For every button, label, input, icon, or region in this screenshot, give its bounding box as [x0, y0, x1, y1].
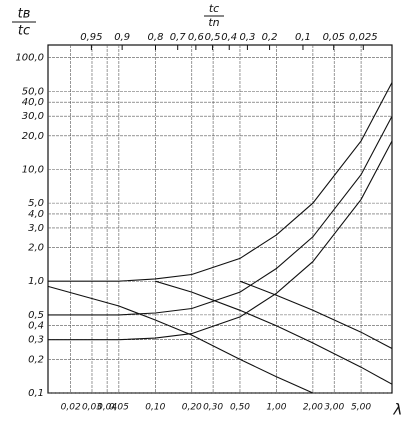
x-tick-label: 5,00 — [351, 403, 371, 413]
y-tick-label: 0,4 — [28, 321, 44, 332]
y-tick-label: 5,0 — [28, 198, 44, 209]
x2-tick-label: 0,2 — [262, 32, 278, 43]
x2-label-num: tc — [209, 2, 219, 15]
y-tick-label: 50,0 — [22, 86, 44, 97]
y-tick-label: 0,2 — [28, 354, 44, 365]
x2-tick-label: 0,5 — [205, 32, 221, 43]
y-label-den: tc — [18, 24, 30, 39]
y-tick-label: 0,5 — [28, 310, 44, 321]
x2-tick-label: 0,05 — [323, 32, 345, 43]
x-tick-label: 0,10 — [145, 403, 165, 413]
x2-tick-label: 0,7 — [170, 32, 187, 43]
y-tick-label: 2,0 — [28, 243, 44, 254]
y-tick-label: 100,0 — [15, 53, 44, 64]
y-label-num: tв — [18, 7, 31, 22]
x2-tick-label: 0,1 — [295, 32, 311, 43]
x-tick-label: 0,30 — [203, 403, 223, 413]
x-tick-label: 0,20 — [182, 403, 202, 413]
x2-tick-label: 0,95 — [80, 32, 102, 43]
y-tick-label: 30,0 — [22, 111, 44, 122]
curve — [239, 280, 393, 349]
x2-tick-label: 0,025 — [349, 32, 378, 43]
x-tick-label: 0,03 — [82, 403, 102, 413]
y-tick-label: 0,1 — [28, 388, 44, 399]
x2-tick-label: 0,3 — [239, 32, 255, 43]
x2-tick-label: 0,6 — [188, 32, 204, 43]
x-tick-label: 3,00 — [324, 403, 344, 413]
x2-tick-label: 0,9 — [114, 32, 130, 43]
x-tick-label: 0,50 — [230, 403, 250, 413]
plot-frame — [47, 44, 393, 394]
x2-label-den: tn — [208, 16, 219, 29]
y-tick-label: 3,0 — [28, 223, 44, 234]
y-tick-label: 4,0 — [28, 209, 44, 220]
curve — [48, 82, 393, 282]
y-tick-label: 20,0 — [22, 131, 44, 142]
y-tick-label: 10,0 — [22, 164, 44, 175]
x2-tick-label: 0,4 — [221, 32, 237, 43]
y-tick-label: 40,0 — [22, 97, 44, 108]
curve — [155, 280, 393, 385]
y-tick-label: 1,0 — [28, 276, 44, 287]
y-tick-label: 0,3 — [28, 335, 44, 346]
x-tick-label: 2,00 — [303, 403, 323, 413]
x-tick-label: 0,04 — [97, 403, 117, 413]
x-tick-label: 0,02 — [61, 403, 81, 413]
x-tick-label: 0,05 — [109, 403, 129, 413]
curve — [48, 115, 393, 316]
x-label: λ — [393, 401, 403, 419]
x2-tick-label: 0,8 — [148, 32, 164, 43]
x-tick-label: 1,00 — [266, 403, 286, 413]
curve — [47, 285, 314, 394]
curve — [48, 140, 393, 341]
